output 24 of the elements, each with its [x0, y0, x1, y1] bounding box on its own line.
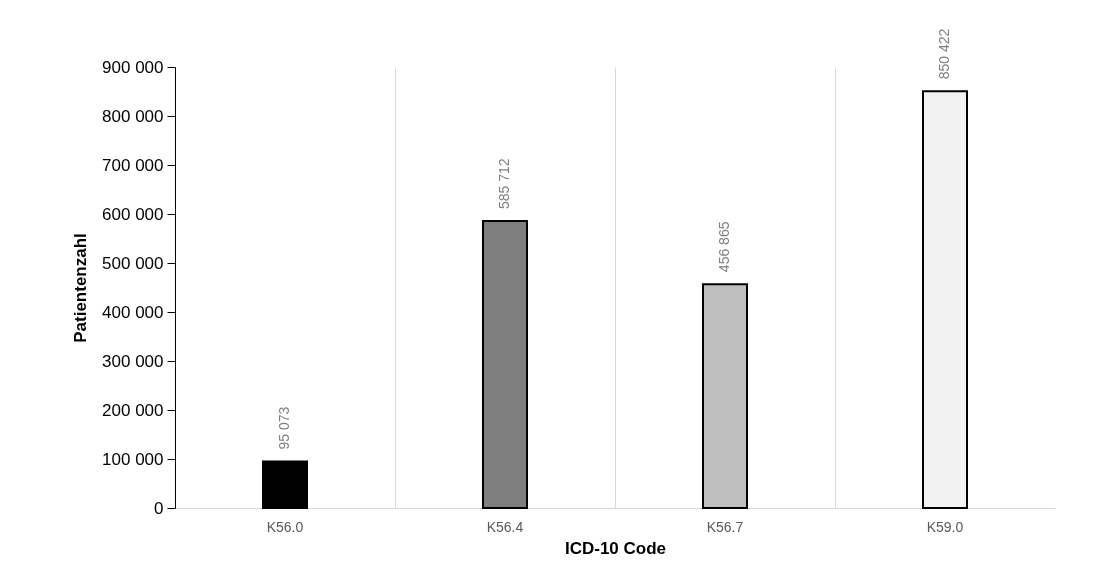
x-tick-label: K56.4	[486, 518, 524, 535]
data-label: 95 073	[276, 406, 292, 450]
data-label: 456 865	[716, 221, 732, 273]
bar	[922, 90, 968, 509]
bar	[702, 283, 748, 509]
x-tick-label: K56.7	[706, 518, 744, 535]
y-tick-label: 700 000	[102, 155, 164, 175]
y-tick-label: 0	[154, 498, 164, 518]
x-tick-label: K56.0	[266, 518, 304, 535]
y-tick-label: 600 000	[102, 204, 164, 224]
data-label: 585 712	[496, 158, 512, 209]
bar	[482, 220, 528, 509]
y-tick-label: 900 000	[102, 57, 164, 77]
y-tick-label: 200 000	[102, 400, 164, 420]
y-tick-label: 100 000	[102, 449, 164, 469]
x-axis-title: ICD-10 Code	[564, 538, 667, 558]
x-tick-label: K59.0	[926, 518, 964, 535]
data-label: 850 422	[936, 28, 952, 80]
bar	[262, 460, 308, 509]
y-tick-label: 400 000	[102, 302, 164, 322]
y-axis-title: Patientenzahl	[71, 233, 91, 343]
y-tick-label: 500 000	[102, 253, 164, 273]
y-tick-label: 800 000	[102, 106, 164, 126]
y-tick-label: 300 000	[102, 351, 164, 371]
